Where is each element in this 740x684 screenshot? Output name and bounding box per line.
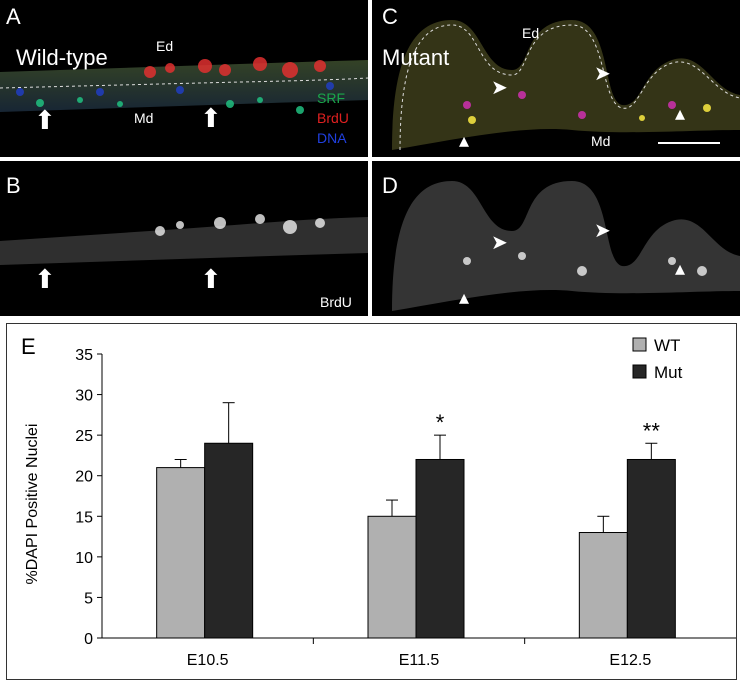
panel-d-mutant-brdu: D ➤ ➤ ▴ ▴ xyxy=(372,161,740,316)
chart-svg: E %DAPI Positive Nuclei * ** 051015202530… xyxy=(21,334,736,669)
x-tick-label: E11.5 xyxy=(399,652,440,669)
panel-d-image xyxy=(392,181,740,311)
y-tick-label: 20 xyxy=(75,469,93,486)
arrowhead-icon: ▴ xyxy=(459,287,470,309)
arrowhead-icon: ➤ xyxy=(594,220,611,242)
bar-mut-E11.5 xyxy=(415,458,465,639)
panel-c-md-label: Md xyxy=(591,133,611,149)
legend-swatch-mut xyxy=(632,364,647,379)
panel-e-bar-chart: E %DAPI Positive Nuclei * ** 0 5 10 15 20 25 30… xyxy=(6,323,737,680)
y-tick-label: 5 xyxy=(84,590,93,607)
significance-marker: * xyxy=(436,410,445,435)
y-tick-label: 15 xyxy=(75,509,93,526)
panel-b-letter: B xyxy=(6,173,21,198)
panel-a-title: Wild-type xyxy=(16,45,108,70)
panel-b-wildtype-brdu: B BrdU ⬆ ⬆ xyxy=(0,161,368,316)
bar-mut-E10.5 xyxy=(204,442,254,639)
arrowhead-icon: ➤ xyxy=(594,63,611,85)
y-tick-label: 35 xyxy=(75,347,93,364)
bar-wt-E11.5 xyxy=(367,515,417,639)
bar-wt-E12.5 xyxy=(578,532,628,639)
panel-a-md-label: Md xyxy=(134,110,154,126)
arrow-up-icon: ⬆ xyxy=(200,103,222,133)
panel-c-ed-label: Ed xyxy=(522,25,540,41)
panel-c-mutant-merged: C Mutant Ed Md ➤ ➤ ▴ ▴ xyxy=(372,0,740,157)
y-axis-label: %DAPI Positive Nuclei xyxy=(24,424,41,585)
legend-swatch-wt xyxy=(632,337,647,352)
panel-c-letter: C xyxy=(382,4,398,29)
panel-c-title: Mutant xyxy=(382,45,450,70)
arrow-up-icon: ⬆ xyxy=(34,264,56,294)
legend-label-wt: WT xyxy=(654,336,680,355)
panel-b-image xyxy=(0,214,368,265)
bar-wt-E10.5 xyxy=(156,467,206,639)
scale-bar xyxy=(658,142,720,144)
legend-srf: SRF xyxy=(317,90,345,106)
legend-brdu: BrdU xyxy=(317,110,349,126)
panel-a-image xyxy=(0,57,368,114)
panel-c-image xyxy=(392,20,740,151)
chart-panel-letter: E xyxy=(21,334,36,359)
arrowhead-icon: ▴ xyxy=(675,103,686,125)
x-tick-label: E10.5 xyxy=(187,652,229,669)
arrow-up-icon: ⬆ xyxy=(200,264,222,294)
panel-a-letter: A xyxy=(6,4,21,29)
arrowhead-icon: ▴ xyxy=(459,130,470,152)
panel-a-ed-label: Ed xyxy=(156,38,174,54)
y-tick-label: 25 xyxy=(75,428,93,445)
arrowhead-icon: ▴ xyxy=(675,258,686,280)
y-tick-label: 0 xyxy=(84,631,93,648)
x-tick-label: E12.5 xyxy=(609,652,651,669)
arrow-up-icon: ⬆ xyxy=(34,105,56,135)
y-tick-label: 10 xyxy=(75,550,93,567)
legend-label-mut: Mut xyxy=(654,363,683,382)
panel-b-stain-label: BrdU xyxy=(320,294,352,310)
arrowhead-icon: ➤ xyxy=(491,232,508,254)
arrowhead-icon: ➤ xyxy=(491,77,508,99)
y-tick-label: 30 xyxy=(75,388,93,405)
panel-a-wildtype-merged: A Wild-type Ed Md SRF BrdU DNA ⬆ ⬆ xyxy=(0,0,368,157)
bar-mut-E12.5 xyxy=(626,458,676,639)
panel-d-letter: D xyxy=(382,173,398,198)
significance-marker: ** xyxy=(643,418,661,443)
legend-dna: DNA xyxy=(317,130,347,146)
